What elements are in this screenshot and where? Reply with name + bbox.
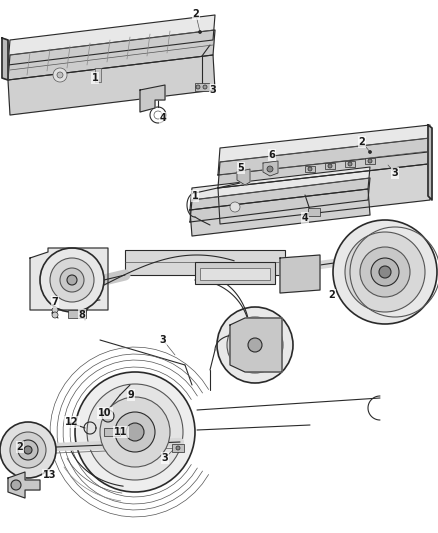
Text: 5: 5 [238,163,244,173]
Text: 13: 13 [43,470,57,480]
Circle shape [227,317,283,373]
Text: 4: 4 [159,113,166,123]
Bar [172,444,184,452]
Bar [325,163,335,169]
Circle shape [267,166,273,172]
Text: 2: 2 [359,137,365,147]
Circle shape [379,266,391,278]
Text: 3: 3 [162,453,168,463]
Circle shape [115,412,155,452]
Text: 10: 10 [98,408,112,418]
Text: 7: 7 [52,297,58,307]
Circle shape [67,275,77,285]
Circle shape [57,72,63,78]
Circle shape [126,423,144,441]
Circle shape [60,268,84,292]
Circle shape [40,248,104,312]
Polygon shape [263,161,278,176]
Circle shape [328,164,332,168]
Polygon shape [428,125,432,200]
Bar [200,268,270,280]
Bar [195,262,275,284]
Text: 12: 12 [65,417,79,427]
Circle shape [368,159,372,163]
Circle shape [50,258,94,302]
Polygon shape [8,472,40,498]
Circle shape [248,338,262,352]
Text: 11: 11 [114,427,128,437]
Bar [95,68,101,82]
Circle shape [176,446,180,450]
Text: 3: 3 [159,335,166,345]
Text: 1: 1 [92,73,99,83]
Polygon shape [230,318,282,372]
Polygon shape [8,15,215,65]
Text: 9: 9 [127,390,134,400]
Circle shape [24,446,32,454]
Polygon shape [190,178,370,222]
Text: 3: 3 [392,168,399,178]
Polygon shape [218,125,430,175]
Circle shape [348,162,352,166]
Polygon shape [237,169,250,185]
Polygon shape [140,85,165,112]
Circle shape [198,30,201,34]
Text: 4: 4 [302,213,308,223]
Circle shape [52,312,58,318]
Circle shape [75,372,195,492]
Bar [305,166,315,172]
Text: 2: 2 [193,9,199,19]
Bar [104,428,120,436]
Text: 2: 2 [328,290,336,300]
Polygon shape [2,38,8,80]
Text: 6: 6 [268,150,276,160]
Polygon shape [280,255,320,293]
Text: 2: 2 [17,442,23,452]
Circle shape [196,85,200,89]
Circle shape [87,384,183,480]
Polygon shape [8,55,215,115]
Circle shape [10,432,46,468]
Circle shape [360,247,410,297]
Polygon shape [8,30,215,80]
Text: 3: 3 [210,85,216,95]
Bar [365,158,375,164]
Circle shape [53,68,67,82]
Bar [308,208,320,216]
Bar [68,310,86,318]
Circle shape [18,440,38,460]
Circle shape [368,150,371,154]
Circle shape [0,422,56,478]
Polygon shape [190,189,370,236]
Circle shape [217,307,293,383]
Bar [125,250,285,275]
Circle shape [240,330,270,360]
Circle shape [52,307,58,313]
Text: 1: 1 [192,191,198,201]
Bar [345,161,355,167]
Polygon shape [190,167,370,210]
Circle shape [11,480,21,490]
Polygon shape [218,164,430,224]
Circle shape [333,220,437,324]
Circle shape [345,232,425,312]
Polygon shape [218,138,430,188]
Circle shape [203,85,207,89]
Circle shape [100,397,170,467]
Circle shape [308,167,312,171]
Text: 8: 8 [78,310,85,320]
Circle shape [230,202,240,212]
Bar [195,83,209,91]
Circle shape [371,258,399,286]
Circle shape [102,410,114,422]
Polygon shape [30,248,108,310]
